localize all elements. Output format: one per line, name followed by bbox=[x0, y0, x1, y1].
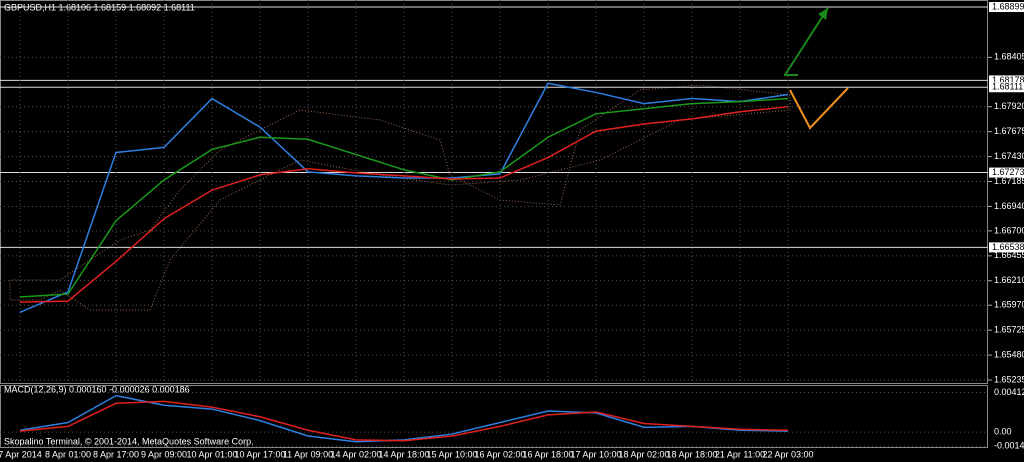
macd-tick-label: -0.00145 bbox=[994, 440, 1024, 450]
y-tick-label: 1.65235 bbox=[994, 374, 1024, 384]
level-label: 1.68178 bbox=[992, 75, 1024, 85]
x-tick-label: 18 Apr 18:00 bbox=[666, 449, 717, 459]
level-label: 1.66538 bbox=[992, 242, 1024, 252]
copyright: Skopalino Terminal, © 2001-2014, MetaQuo… bbox=[4, 436, 254, 446]
x-tick-label: 10 Apr 01:00 bbox=[186, 449, 237, 459]
y-tick-label: 1.66700 bbox=[994, 225, 1024, 235]
y-tick-label: 1.65725 bbox=[994, 325, 1024, 335]
series-line bbox=[19, 82, 789, 314]
x-tick-label: 21 Apr 11:00 bbox=[715, 449, 765, 459]
y-tick-label: 1.68405 bbox=[994, 52, 1024, 62]
y-tick-label: 1.66940 bbox=[994, 201, 1024, 211]
series-line bbox=[19, 105, 789, 303]
green-arrow bbox=[784, 7, 829, 76]
level-box bbox=[989, 82, 1024, 93]
y-tick-label: 1.67185 bbox=[994, 176, 1024, 186]
y-tick-label: 1.66455 bbox=[994, 250, 1024, 260]
main-frame bbox=[0, 0, 988, 384]
ichimoku-cloud bbox=[9, 84, 791, 311]
level-box bbox=[989, 2, 1024, 13]
x-tick-label: 14 Apr 02:00 bbox=[330, 449, 381, 459]
x-tick-label: 16 Apr 02:00 bbox=[474, 449, 525, 459]
x-tick-label: 8 Apr 01:00 bbox=[45, 449, 91, 459]
x-tick-label: 14 Apr 18:00 bbox=[378, 449, 429, 459]
x-tick-label: 18 Apr 02:00 bbox=[618, 449, 669, 459]
x-tick-label: 9 Apr 09:00 bbox=[141, 449, 187, 459]
y-tick-label: 1.66210 bbox=[994, 275, 1024, 285]
level-label: 1.68111 bbox=[992, 82, 1023, 92]
green-arrow-head bbox=[818, 8, 828, 20]
x-tick-label: 11 Apr 09:00 bbox=[283, 449, 333, 459]
x-tick-label: 10 Apr 17:00 bbox=[234, 449, 285, 459]
y-tick-label: 1.65480 bbox=[994, 349, 1024, 359]
x-tick-label: 17 Apr 10:00 bbox=[570, 449, 621, 459]
y-tick-label: 1.65970 bbox=[994, 300, 1024, 310]
macd-tick-label: 0.00412 bbox=[994, 387, 1024, 397]
macd-header: MACD(12,26,9) 0.000160 -0.000026 0.00018… bbox=[4, 384, 190, 394]
macd-tick-label: 0.00 bbox=[994, 427, 1012, 437]
x-tick-label: 8 Apr 17:00 bbox=[93, 449, 139, 459]
level-box bbox=[989, 242, 1024, 253]
level-label: 1.68899 bbox=[992, 1, 1024, 11]
orange-sketch bbox=[789, 87, 849, 130]
level-box bbox=[989, 75, 1024, 86]
x-tick-label: 15 Apr 10:00 bbox=[426, 449, 477, 459]
y-tick-label: 1.67920 bbox=[994, 101, 1024, 111]
series-line bbox=[19, 97, 789, 298]
x-tick-label: 7 Apr 2014 bbox=[0, 449, 42, 459]
series-line bbox=[19, 400, 789, 442]
level-box bbox=[989, 167, 1024, 178]
x-tick-label: 16 Apr 18:00 bbox=[522, 449, 573, 459]
y-tick-label: 1.67430 bbox=[994, 151, 1024, 161]
level-label: 1.67273 bbox=[992, 167, 1024, 177]
macd-frame bbox=[0, 385, 988, 448]
y-tick-label: 1.67675 bbox=[994, 126, 1024, 136]
x-tick-label: 22 Apr 03:00 bbox=[762, 449, 813, 459]
